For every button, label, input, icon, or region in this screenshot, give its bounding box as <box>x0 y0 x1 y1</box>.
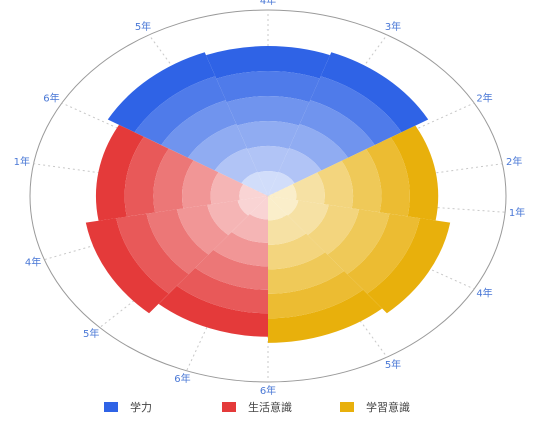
sector-2-2-band-0 <box>268 196 288 221</box>
sector-2-0-band-4 <box>366 137 410 217</box>
sector-0-1-band-4 <box>216 71 320 103</box>
sector-1-1-band-0 <box>237 196 268 216</box>
legend: 学力 生活意識 学習意識 <box>104 400 410 414</box>
angle-tick-label-0: 4年 <box>260 0 276 7</box>
angle-tick-label-7: 6年 <box>260 384 276 397</box>
sector-2-1-band-3 <box>327 209 390 275</box>
sector-1-1-band-5 <box>85 218 169 314</box>
legend-label-1: 生活意識 <box>248 400 292 414</box>
sector-1-0-band-0 <box>249 196 268 220</box>
sector-1-2-band-1 <box>210 172 244 205</box>
sector-2-0-band-3 <box>341 149 382 213</box>
sector-0-1-band-3 <box>226 96 310 126</box>
sector-1-0-band-3 <box>195 249 268 290</box>
angle-tick-label-3: 2年 <box>506 155 522 168</box>
angle-tick-layer: 4年 3年 2年 2年 1年 4年 5年 6年 6年 5年 4年 1年 6年 5年 <box>14 0 526 397</box>
angle-tick-label-2: 2年 <box>476 92 492 105</box>
sector-0-1-band-1 <box>247 146 289 173</box>
sector-2-0-band-5 <box>390 125 439 221</box>
sector-2-2-band-5 <box>268 289 383 343</box>
angle-tick-label-11: 1年 <box>14 155 30 168</box>
sector-0-2-band-2 <box>289 124 349 171</box>
sector-0-0-band-0 <box>241 172 268 196</box>
sector-2-1-band-4 <box>347 213 420 294</box>
sector-0-0-band-2 <box>187 124 247 171</box>
sector-1-1-band-1 <box>207 200 249 236</box>
sector-0-1-band-5 <box>205 46 331 79</box>
sector-1-0-band-4 <box>176 267 268 314</box>
angle-tick-label-1: 3年 <box>385 20 401 33</box>
sector-2-1-band-2 <box>307 204 360 255</box>
sector-1-2-band-4 <box>124 136 169 217</box>
sector-2-1-band-0 <box>268 196 299 216</box>
sector-2-1-band-5 <box>367 218 451 314</box>
legend-swatch-1 <box>222 402 236 412</box>
sector-1-0-band-2 <box>213 231 268 267</box>
sector-1-1-band-3 <box>146 209 209 275</box>
angle-tick-label-10: 4年 <box>25 256 41 269</box>
sector-2-0-band-1 <box>292 172 325 205</box>
angle-tick-label-12: 6年 <box>43 92 59 105</box>
sector-1-0-band-1 <box>231 213 268 243</box>
sector-2-2-band-3 <box>268 252 345 294</box>
sector-1-2-band-5 <box>95 124 144 221</box>
sector-layer <box>85 46 451 343</box>
sector-1-1-band-4 <box>116 213 189 294</box>
sector-1-1-band-2 <box>176 204 229 255</box>
sector-2-2-band-2 <box>268 233 326 270</box>
sector-0-0-band-4 <box>134 76 226 145</box>
sector-1-2-band-2 <box>181 160 219 209</box>
sector-0-1-band-0 <box>257 171 279 196</box>
angle-tick-label-8: 6年 <box>174 372 190 385</box>
sector-1-0-band-5 <box>158 285 268 337</box>
angle-tick-label-13: 5年 <box>135 20 151 33</box>
sector-0-2-band-1 <box>278 148 322 184</box>
angle-tick-label-5: 4年 <box>476 287 492 300</box>
sector-2-0-band-2 <box>317 160 354 209</box>
legend-swatch-2 <box>340 402 354 412</box>
sector-0-2-band-5 <box>320 52 429 133</box>
sector-0-2-band-4 <box>310 76 402 145</box>
sector-0-2-band-0 <box>268 172 295 196</box>
angle-tick-label-9: 5年 <box>83 327 99 340</box>
legend-label-0: 学力 <box>130 400 152 414</box>
angle-tick-label-6: 5年 <box>385 358 401 371</box>
sector-0-0-band-5 <box>107 52 216 133</box>
legend-swatch-0 <box>104 402 118 412</box>
sector-0-0-band-1 <box>214 148 258 184</box>
sector-2-0-band-0 <box>268 184 297 201</box>
angle-tick-label-4: 1年 <box>509 206 525 219</box>
sector-2-1-band-1 <box>287 200 329 236</box>
sector-0-0-band-3 <box>161 100 237 158</box>
sector-0-1-band-2 <box>236 121 300 150</box>
sector-1-2-band-0 <box>239 184 268 201</box>
sector-2-2-band-4 <box>268 271 364 319</box>
sector-1-2-band-3 <box>153 148 194 213</box>
sector-2-2-band-1 <box>268 214 307 245</box>
legend-label-2: 学習意識 <box>366 400 410 414</box>
sector-0-2-band-3 <box>299 100 375 158</box>
